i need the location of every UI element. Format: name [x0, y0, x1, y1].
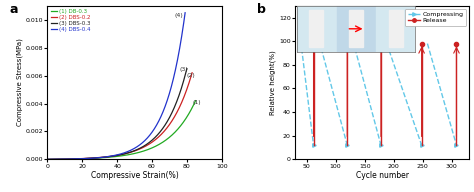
- X-axis label: Compressive Strain(%): Compressive Strain(%): [91, 171, 178, 180]
- Text: (1): (1): [192, 100, 201, 105]
- Text: (2): (2): [187, 73, 196, 78]
- Y-axis label: Compressive Stress(MPa): Compressive Stress(MPa): [16, 39, 23, 127]
- Text: a: a: [9, 3, 18, 16]
- Text: (4): (4): [174, 13, 183, 18]
- Text: (3): (3): [180, 68, 189, 73]
- X-axis label: Cycle number: Cycle number: [356, 171, 409, 180]
- Text: b: b: [256, 3, 265, 16]
- Legend: (1) DB-0.3, (2) DBS-0.2, (3) DBS-0.3, (4) DBS-0.4: (1) DB-0.3, (2) DBS-0.2, (3) DBS-0.3, (4…: [50, 8, 91, 32]
- Legend: Compressing, Release: Compressing, Release: [405, 9, 466, 26]
- Y-axis label: Relative height(%): Relative height(%): [270, 50, 276, 115]
